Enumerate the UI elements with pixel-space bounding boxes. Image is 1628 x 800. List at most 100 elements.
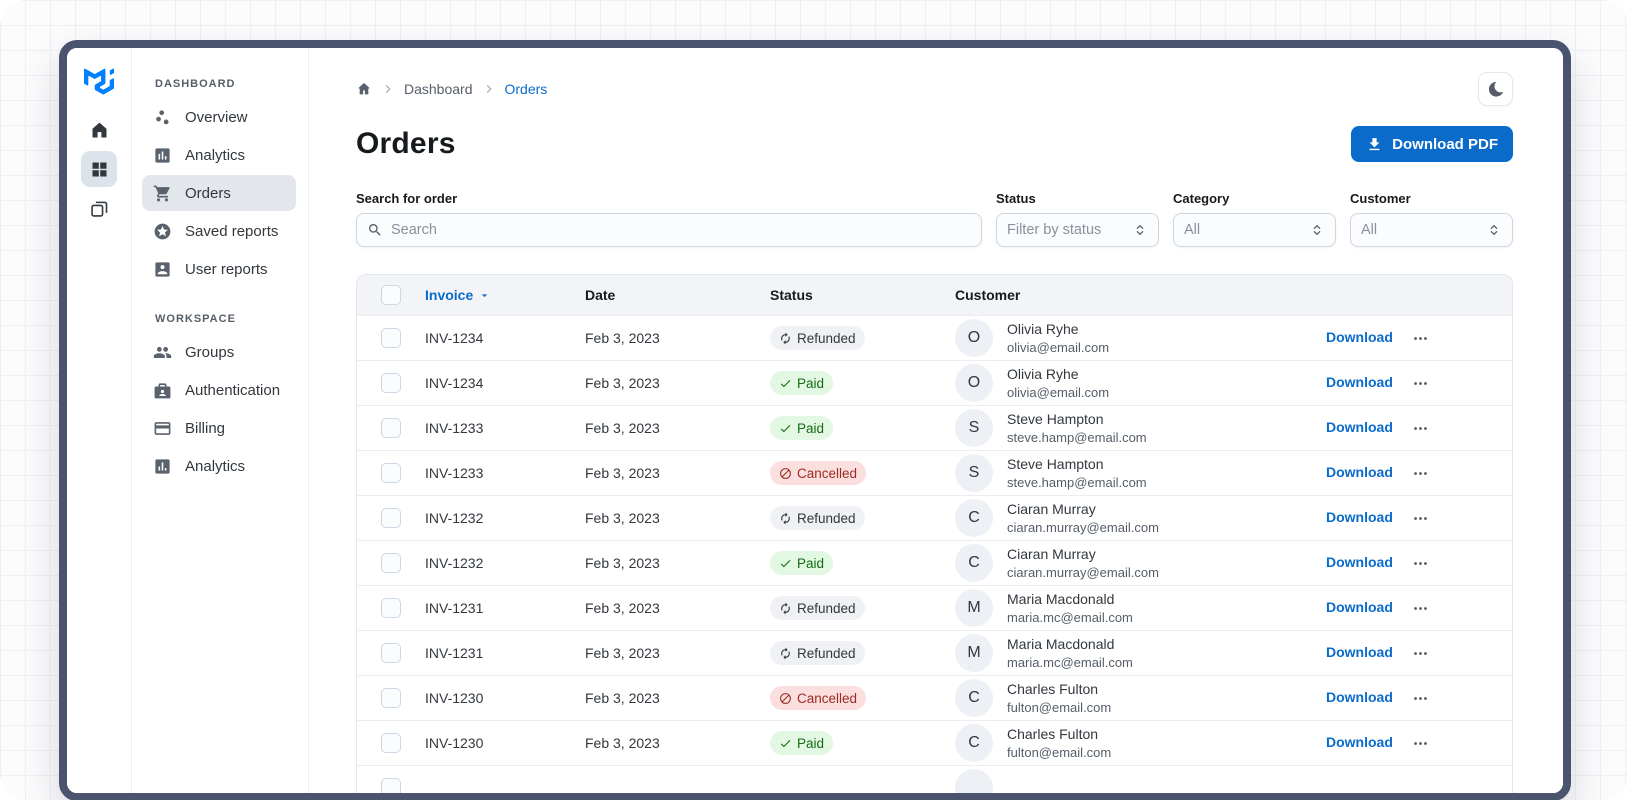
row-checkbox[interactable]	[381, 643, 401, 663]
row-menu-button[interactable]	[1406, 459, 1434, 487]
window-scrollbar[interactable]	[1565, 60, 1569, 77]
dark-mode-toggle[interactable]	[1478, 72, 1513, 106]
scatter-icon	[153, 108, 172, 127]
row-checkbox[interactable]	[381, 508, 401, 528]
avatar: O	[955, 364, 993, 402]
customer-email: maria.mc@email.com	[1007, 654, 1133, 670]
download-link[interactable]: Download	[1326, 734, 1393, 750]
invoice-cell: INV-1231	[425, 645, 484, 661]
status-chip-label: Cancelled	[797, 465, 858, 481]
download-link[interactable]: Download	[1326, 419, 1393, 435]
row-checkbox[interactable]	[381, 463, 401, 483]
status-chip-paid: Paid	[770, 371, 834, 395]
row-menu-button[interactable]	[1406, 639, 1434, 667]
row-checkbox[interactable]	[381, 418, 401, 438]
download-link[interactable]: Download	[1326, 509, 1393, 525]
row-menu-button[interactable]	[1406, 414, 1434, 442]
row-checkbox[interactable]	[381, 778, 401, 793]
row-checkbox[interactable]	[381, 553, 401, 573]
search-input[interactable]	[391, 222, 971, 238]
category-select[interactable]: All	[1173, 213, 1336, 247]
sort-desc-icon	[478, 289, 491, 302]
customer-email: steve.hamp@email.com	[1007, 429, 1147, 445]
customer-email: steve.hamp@email.com	[1007, 474, 1147, 490]
download-link[interactable]: Download	[1326, 374, 1393, 390]
chart-icon	[153, 457, 172, 476]
customer-name: Maria Macdonald	[1007, 590, 1115, 607]
customer-label: Customer	[1350, 191, 1411, 206]
avatar: S	[955, 454, 993, 492]
rail-button-home-icon[interactable]	[81, 112, 117, 148]
chevron-right-icon	[483, 83, 495, 95]
sidebar-item-saved-reports[interactable]: Saved reports	[142, 213, 296, 249]
status-select[interactable]: Filter by status	[996, 213, 1159, 247]
download-link[interactable]: Download	[1326, 464, 1393, 480]
sidebar-item-user-reports[interactable]: User reports	[142, 251, 296, 287]
table-header-row: Invoice Date Status Customer	[357, 275, 1512, 315]
breadcrumb-dashboard[interactable]: Dashboard	[404, 81, 473, 97]
rail-button-layers-icon[interactable]	[81, 190, 117, 226]
table-row: INV-1233 Feb 3, 2023 Cancelled S Steve Hampt…	[357, 450, 1512, 495]
customer-cell: M Maria Macdonald maria.mc@email.com	[955, 634, 1326, 672]
download-link[interactable]: Download	[1326, 329, 1393, 345]
row-menu-button[interactable]	[1406, 684, 1434, 712]
date-cell: Feb 3, 2023	[585, 330, 660, 346]
mui-logo-icon	[84, 68, 114, 95]
home-icon[interactable]	[356, 81, 372, 97]
invoice-cell: INV-1230	[425, 690, 484, 706]
customer-cell: C Ciaran Murray ciaran.murray@email.com	[955, 499, 1326, 537]
customer-select[interactable]: All	[1350, 213, 1513, 247]
status-chip-refunded: Refunded	[770, 326, 865, 350]
sidebar: DASHBOARD Overview Analytics Orders Saved re…	[132, 48, 309, 793]
customer-email: ciaran.murray@email.com	[1007, 519, 1159, 535]
invoice-cell: INV-1231	[425, 600, 484, 616]
sidebar-item-groups[interactable]: Groups	[142, 334, 296, 370]
select-all-checkbox[interactable]	[381, 285, 401, 305]
sidebar-item-label: User reports	[185, 260, 268, 278]
category-select-value: All	[1184, 222, 1201, 238]
row-checkbox[interactable]	[381, 733, 401, 753]
invoice-cell: INV-1234	[425, 375, 484, 391]
download-link[interactable]: Download	[1326, 599, 1393, 615]
breadcrumb-orders[interactable]: Orders	[504, 81, 548, 97]
rail-button-dashboard-icon[interactable]	[81, 151, 117, 187]
download-link[interactable]: Download	[1326, 644, 1393, 660]
row-menu-button[interactable]	[1406, 324, 1434, 352]
row-menu-button[interactable]	[1406, 369, 1434, 397]
download-pdf-button[interactable]: Download PDF	[1351, 126, 1513, 162]
column-header-invoice[interactable]: Invoice	[425, 287, 585, 303]
date-cell: Feb 3, 2023	[585, 555, 660, 571]
download-link[interactable]: Download	[1326, 554, 1393, 570]
filters-row: Search for order Status Filter by status…	[356, 191, 1513, 247]
ellipsis-icon	[1412, 330, 1429, 347]
groups-icon	[153, 343, 172, 362]
status-chip-label: Refunded	[797, 510, 856, 526]
row-menu-button[interactable]	[1406, 504, 1434, 532]
download-link[interactable]: Download	[1326, 689, 1393, 705]
main-content: Dashboard Orders Orders Download PDF Sea…	[309, 48, 1563, 793]
column-header-date: Date	[585, 287, 616, 303]
table-row: INV-1232 Feb 3, 2023 Refunded C Ciaran Murra…	[357, 495, 1512, 540]
row-menu-button[interactable]	[1406, 549, 1434, 577]
row-menu-button[interactable]	[1406, 594, 1434, 622]
row-checkbox[interactable]	[381, 598, 401, 618]
table-row: INV-1231 Feb 3, 2023 Refunded M Maria Macdon…	[357, 630, 1512, 675]
status-chip-label: Paid	[797, 735, 825, 751]
row-checkbox[interactable]	[381, 373, 401, 393]
sidebar-item-overview[interactable]: Overview	[142, 99, 296, 135]
sidebar-item-analytics[interactable]: Analytics	[142, 448, 296, 484]
sidebar-item-analytics[interactable]: Analytics	[142, 137, 296, 173]
sidebar-item-authentication[interactable]: Authentication	[142, 372, 296, 408]
row-checkbox[interactable]	[381, 688, 401, 708]
avatar: C	[955, 499, 993, 537]
status-chip-label: Refunded	[797, 645, 856, 661]
table-row: INV-1234 Feb 3, 2023 Refunded O Olivia Ryhe o…	[357, 315, 1512, 360]
customer-name: Maria Macdonald	[1007, 635, 1115, 652]
row-checkbox[interactable]	[381, 328, 401, 348]
row-menu-button[interactable]	[1406, 729, 1434, 757]
customer-cell: C Ciaran Murray ciaran.murray@email.com	[955, 544, 1326, 582]
sidebar-item-billing[interactable]: Billing	[142, 410, 296, 446]
customer-select-value: All	[1361, 222, 1378, 238]
sidebar-item-orders[interactable]: Orders	[142, 175, 296, 211]
status-chip-refunded: Refunded	[770, 596, 865, 620]
